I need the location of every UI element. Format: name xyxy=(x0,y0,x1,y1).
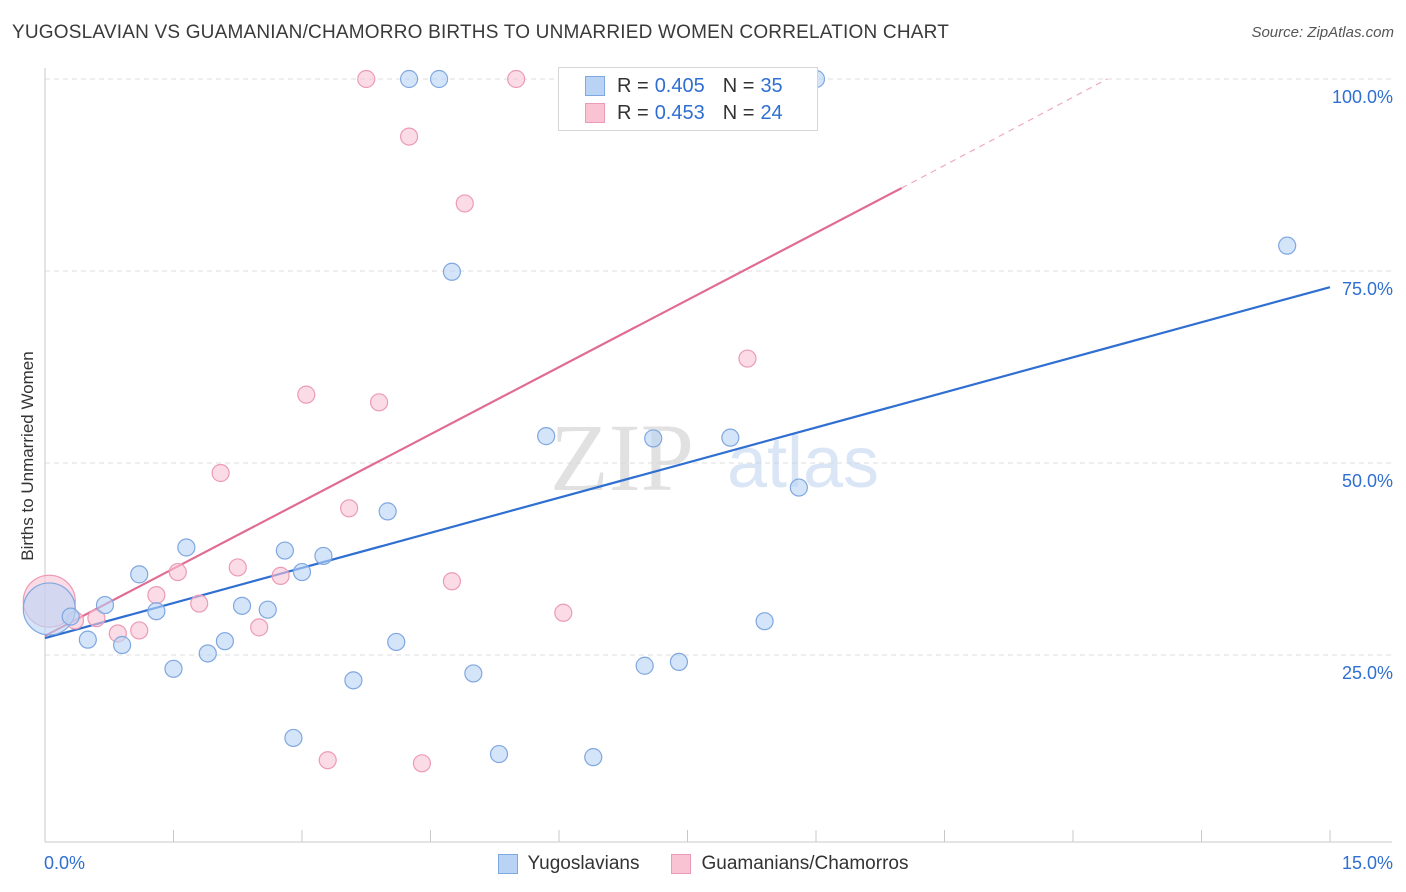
point-yugoslavians xyxy=(232,596,252,615)
trend-line-guamanians xyxy=(44,187,903,637)
trend-lines xyxy=(44,78,1331,640)
legend-n-label: N = xyxy=(722,101,755,124)
legend-n-label: N = xyxy=(722,74,755,97)
legend-swatch-pink xyxy=(671,854,692,874)
y-tick-label: 50.0% xyxy=(1342,471,1393,491)
legend-n-value: 35 xyxy=(760,74,783,97)
legend-r-value: 0.405 xyxy=(654,74,705,97)
axes xyxy=(44,68,1392,843)
point-yugoslavians xyxy=(635,656,654,675)
point-guamanians xyxy=(87,609,106,628)
point-yugoslavians xyxy=(147,602,166,621)
x-tick-label-max: 15.0% xyxy=(1342,853,1393,873)
point-yugoslavians xyxy=(1278,236,1297,255)
point-yugoslavians xyxy=(378,502,397,521)
legend-swatch-blue xyxy=(585,76,605,96)
point-yugoslavians xyxy=(442,262,462,281)
correlation-legend: R = 0.405 N = 35 R = 0.453 N = 24 xyxy=(558,67,818,131)
point-yugoslavians xyxy=(61,607,80,626)
point-yugoslavians xyxy=(215,632,234,651)
point-guamanians xyxy=(399,127,419,146)
series-legend: Yugoslavians Guamanians/Chamorros xyxy=(0,853,1406,875)
point-yugoslavians xyxy=(258,600,277,619)
point-guamanians xyxy=(318,751,337,770)
legend-row-yugoslavians: R = 0.405 N = 35 xyxy=(585,73,783,99)
legend-swatch-blue xyxy=(497,854,518,874)
point-guamanians xyxy=(228,558,247,577)
point-guamanians xyxy=(147,585,166,605)
point-guamanians xyxy=(738,349,757,368)
watermark: ZIP atlas xyxy=(550,404,879,511)
y-axis-label: Births to Unmarried Women xyxy=(18,351,37,561)
legend-item-yugoslavians: Yugoslavians xyxy=(497,853,640,875)
y-tick-label: 100.0% xyxy=(1332,87,1393,107)
legend-row-guamanians: R = 0.453 N = 24 xyxy=(585,100,783,126)
point-yugoslavians xyxy=(489,744,509,764)
trend-line-guamanians-extension xyxy=(901,78,1108,189)
point-yugoslavians xyxy=(314,546,333,566)
tick-labels: 25.0% 50.0% 75.0% 100.0% 0.0% 15.0% xyxy=(44,87,1393,873)
data-points xyxy=(22,69,1297,773)
point-yugoslavians xyxy=(537,427,556,446)
point-yugoslavians xyxy=(429,69,449,89)
legend-swatch-pink xyxy=(585,103,605,123)
legend-r-value: 0.453 xyxy=(654,101,705,124)
point-guamanians xyxy=(130,621,149,640)
point-guamanians xyxy=(442,572,462,591)
point-yugoslavians xyxy=(130,565,149,584)
legend-label-yugoslavians: Yugoslavians xyxy=(527,853,640,874)
y-tick-label: 25.0% xyxy=(1342,663,1393,683)
point-yugoslavians xyxy=(344,671,363,690)
point-guamanians xyxy=(271,566,290,585)
point-yugoslavians xyxy=(789,478,808,497)
point-yugoslavians xyxy=(387,632,406,652)
legend-r-label: R = xyxy=(617,101,649,124)
source-label: Source: ZipAtlas.com xyxy=(1251,24,1394,41)
point-guamanians xyxy=(554,603,573,622)
point-guamanians xyxy=(357,69,376,89)
chart-title: YUGOSLAVIAN VS GUAMANIAN/CHAMORRO BIRTHS… xyxy=(12,22,950,43)
point-yugoslavians xyxy=(164,659,183,678)
point-yugoslavians xyxy=(464,664,483,683)
y-tick-label: 75.0% xyxy=(1342,279,1393,299)
point-guamanians xyxy=(507,69,526,89)
point-yugoslavians xyxy=(292,562,312,582)
point-guamanians xyxy=(340,499,359,518)
point-guamanians xyxy=(190,594,209,613)
point-yugoslavians xyxy=(755,612,774,631)
point-yugoslavians xyxy=(669,652,689,672)
point-yugoslavians xyxy=(198,644,217,663)
legend-n-value: 24 xyxy=(760,101,783,124)
point-yugoslavians xyxy=(95,595,115,615)
point-guamanians xyxy=(455,194,474,213)
point-yugoslavians xyxy=(644,429,663,448)
point-guamanians xyxy=(168,562,187,582)
point-yugoslavians xyxy=(275,541,294,560)
point-yugoslavians xyxy=(78,630,97,649)
point-guamanians xyxy=(370,393,389,412)
legend-r-label: R = xyxy=(617,74,649,97)
grid-lines xyxy=(45,78,1392,656)
point-yugoslavians xyxy=(721,428,740,447)
trend-line-yugoslavians xyxy=(44,286,1331,640)
point-yugoslavians xyxy=(284,728,303,748)
legend-label-guamanians: Guamanians/Chamorros xyxy=(701,853,909,874)
point-guamanians xyxy=(250,618,269,637)
point-yugoslavians xyxy=(177,538,196,557)
point-guamanians xyxy=(211,463,230,483)
point-guamanians xyxy=(412,754,432,773)
point-guamanians xyxy=(297,385,316,404)
legend-item-guamanians: Guamanians/Chamorros xyxy=(671,853,908,875)
point-yugoslavians xyxy=(584,748,603,767)
point-yugoslavians xyxy=(112,635,132,655)
x-tick-label-min: 0.0% xyxy=(44,853,85,873)
point-yugoslavians xyxy=(399,69,419,89)
